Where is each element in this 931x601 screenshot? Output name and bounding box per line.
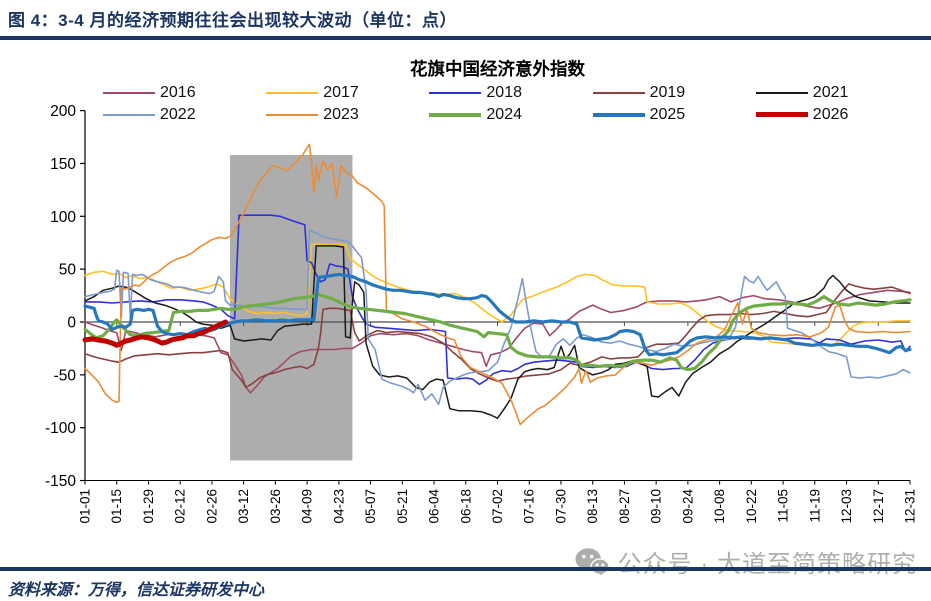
legend-swatch-2024 [429, 112, 482, 117]
x-tick-label: 09-24 [680, 489, 695, 524]
x-tick-label: 08-27 [617, 489, 632, 524]
legend-item-2016: 2016 [103, 83, 262, 102]
legend-swatch-2026 [755, 112, 808, 117]
legend-label-2019: 2019 [649, 83, 686, 101]
x-tick-label: 09-10 [649, 489, 664, 524]
y-tick-label: 150 [50, 156, 76, 173]
y-tick-label: -150 [45, 473, 76, 490]
legend-label-2023: 2023 [323, 105, 359, 123]
legend-item-2024: 2024 [429, 105, 588, 124]
legend-item-2023: 2023 [266, 105, 425, 124]
x-tick-label: 07-30 [553, 489, 568, 524]
series-line-2026 [82, 319, 228, 348]
x-tick-label: 12-03 [839, 489, 854, 524]
legend-item-2026: 2026 [755, 105, 915, 124]
y-tick-label: -50 [54, 367, 77, 384]
legend-swatch-2017 [266, 91, 319, 94]
series-line-2024 [83, 292, 912, 372]
chart-title: 花旗中国经济意外指数 [410, 59, 585, 79]
x-tick-label: 05-21 [395, 489, 410, 524]
legend-label-2026: 2026 [812, 105, 849, 123]
x-tick-label: 01-29 [141, 489, 156, 524]
series-line-2023 [84, 143, 911, 426]
x-tick-label: 04-09 [300, 489, 315, 524]
y-tick-label: 200 [50, 103, 76, 120]
legend-label-2017: 2017 [323, 83, 359, 101]
x-tick-label: 11-05 [776, 489, 791, 523]
y-tick-label: 100 [50, 209, 76, 226]
x-tick-label: 03-26 [268, 489, 283, 524]
legend-item-2025: 2025 [592, 105, 752, 124]
legend-label-2024: 2024 [486, 105, 522, 123]
legend-swatch-2016 [103, 91, 155, 94]
x-tick-label: 07-16 [522, 489, 537, 524]
legend-swatch-2023 [266, 113, 319, 116]
y-tick-label: 50 [59, 262, 77, 279]
legend-label-2022: 2022 [160, 105, 196, 123]
legend-label-2025: 2025 [649, 105, 686, 123]
y-tick-label: 0 [67, 315, 76, 332]
x-tick-label: 06-04 [427, 489, 442, 524]
legend-item-2018: 2018 [429, 83, 588, 102]
x-tick-label: 01-15 [109, 489, 124, 524]
x-tick-label: 12-17 [871, 489, 886, 524]
x-tick-label: 12-31 [903, 489, 918, 524]
watermark-text: 公众号 · 大道至简策略研究 [617, 551, 917, 578]
legend-item-2019: 2019 [592, 83, 752, 102]
series-line-2022 [84, 229, 911, 406]
legend-swatch-2019 [592, 91, 645, 94]
source-note: 资料来源：万得，信达证券研发中心 [8, 580, 265, 599]
legend-swatch-2022 [103, 113, 155, 116]
legend-item-2022: 2022 [103, 105, 262, 124]
series-line-2025 [83, 272, 912, 357]
x-tick-label: 04-23 [331, 489, 346, 524]
watermark: 公众号 · 大道至简策略研究 [575, 544, 917, 579]
x-tick-label: 10-08 [712, 489, 727, 524]
legend-item-2017: 2017 [266, 83, 425, 102]
x-tick-label: 01-01 [78, 489, 93, 524]
x-tick-label: 02-12 [173, 489, 188, 524]
series-line-2017 [84, 243, 911, 348]
x-tick-label: 08-13 [585, 489, 600, 524]
series-line-2019 [84, 283, 911, 389]
legend-label-2021: 2021 [812, 83, 849, 101]
legend-swatch-2021 [755, 91, 808, 94]
x-tick-label: 03-12 [236, 489, 251, 524]
series-line-2016 [84, 289, 911, 394]
x-tick-label: 02-26 [204, 489, 219, 524]
legend-swatch-2018 [429, 91, 482, 94]
x-tick-label: 10-22 [744, 489, 759, 524]
chart-legend: 2016 2017 2018 2019 2021 2022 2023 2024 2025 2026 [103, 83, 915, 124]
footer-divider [0, 567, 931, 571]
x-tick-label: 11-19 [807, 489, 822, 523]
y-tick-label: -100 [45, 420, 76, 437]
x-tick-label: 06-18 [458, 489, 473, 524]
legend-item-2021: 2021 [755, 83, 915, 102]
series-line-2021 [84, 245, 911, 419]
header-divider [0, 36, 931, 40]
x-tick-label: 07-02 [490, 489, 505, 524]
x-tick-label: 05-07 [363, 489, 378, 524]
legend-label-2018: 2018 [486, 83, 522, 101]
wechat-icon [575, 548, 609, 576]
legend-label-2016: 2016 [160, 83, 196, 101]
legend-swatch-2025 [592, 112, 645, 117]
page-title: 图 4：3-4 月的经济预期往往会出现较大波动（单位：点） [8, 11, 457, 30]
